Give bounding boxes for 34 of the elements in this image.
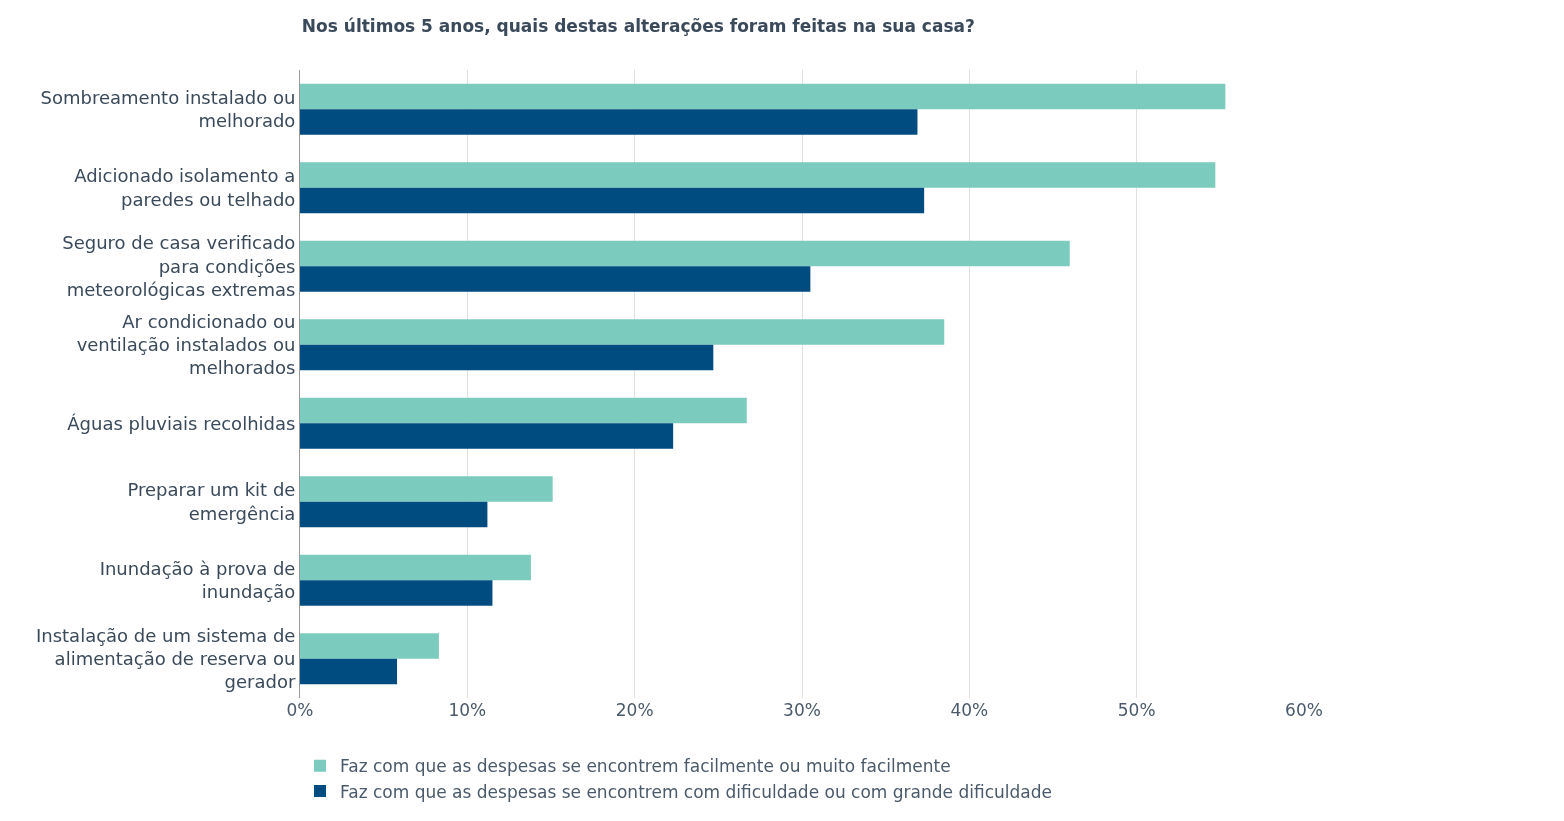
bar [300,423,674,449]
y-tick-label: Sombreamento instalado ou melhorado [40,86,296,132]
y-tick-label: Preparar um kit de emergência [127,479,296,524]
y-tick-label: Inundação à prova de inundação [99,557,296,603]
bar [300,109,918,135]
y-tick-label: Instalação de um sistema de alimentação de reserva ou gerador [35,624,296,693]
bar [300,187,925,214]
bar [300,240,1070,267]
x-tick-label: 60% [1285,700,1323,720]
bar [300,501,488,528]
x-tick-label: 30% [783,700,821,720]
x-tick-label: 50% [1117,700,1156,720]
bar [300,266,811,292]
bar [300,554,531,581]
bar [300,633,439,659]
x-tick-label: 10% [448,700,487,720]
bar [300,162,1216,188]
bar [300,319,945,345]
legend-label: Faz com que as despesas se encontrem facilmente ou muito facilmente [340,756,951,777]
y-tick-label: Águas pluviais recolhidas [67,412,296,434]
bar [300,397,747,424]
y-tick-label: Adicionado isolamento a paredes ou telhado [74,165,296,210]
y-tick-label: Seguro de casa verificado para condições meteorológicas extremas [62,232,296,300]
bar [300,83,1226,110]
x-tick-label: 0% [286,700,314,720]
x-tick-label: 20% [615,700,654,720]
bar [300,344,714,371]
y-tick-label: Ar condicionado ou ventilação instalados ou melhorados [76,310,296,379]
bar [300,580,493,606]
bar [300,658,398,685]
chart-title: Nos últimos 5 anos, quais destas alterações foram feitas na sua casa? [301,16,975,37]
legend-label: Faz com que as despesas se encontrem com dificuldade ou com grande dificuldade [340,781,1052,802]
x-tick-label: 40% [950,700,989,720]
bar [300,476,553,502]
